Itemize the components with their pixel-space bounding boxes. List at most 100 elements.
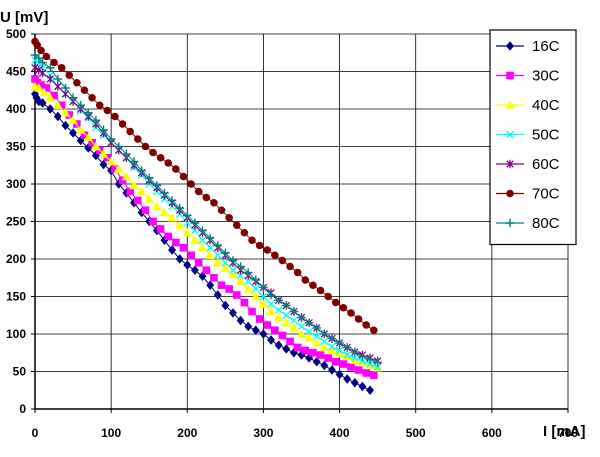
x-tick-label: 600 [482, 426, 502, 440]
data-point [182, 211, 192, 220]
data-point [190, 265, 199, 276]
data-point [240, 298, 249, 307]
y-axis-title: U [mV] [0, 9, 48, 26]
legend-label: 80C [532, 215, 560, 232]
data-point [126, 127, 134, 136]
data-point [217, 206, 226, 215]
data-point [98, 149, 109, 158]
data-point [187, 251, 195, 260]
data-point [156, 153, 165, 162]
data-point [45, 92, 55, 102]
data-point [114, 164, 124, 173]
data-point [179, 243, 188, 252]
data-point [365, 355, 375, 364]
legend-item-40C: 40C [496, 97, 560, 114]
data-point [42, 84, 51, 92]
data-point [61, 83, 70, 93]
series-70C [31, 37, 378, 335]
data-point [144, 173, 154, 183]
data-point [293, 268, 302, 277]
data-point [324, 354, 332, 362]
data-point [343, 351, 351, 359]
data-point [121, 171, 132, 181]
data-point [95, 101, 104, 110]
data-point [53, 74, 63, 84]
legend-marker [505, 218, 515, 228]
data-point [263, 246, 272, 254]
data-point [210, 273, 218, 282]
legend-label: 16C [532, 38, 560, 55]
data-point [217, 281, 226, 290]
data-point [202, 193, 211, 202]
data-point [164, 232, 173, 241]
data-point [65, 71, 74, 80]
data-point [159, 207, 170, 217]
data-point [335, 346, 344, 355]
data-point [160, 188, 169, 198]
data-point [83, 132, 93, 142]
data-point [286, 337, 294, 346]
data-point [335, 338, 344, 348]
data-point [251, 291, 261, 301]
data-point [144, 194, 154, 203]
data-point [312, 356, 321, 367]
series-line [34, 59, 378, 368]
data-point [255, 241, 264, 250]
data-point [175, 220, 185, 230]
data-point [175, 203, 184, 213]
data-point [31, 63, 39, 73]
data-point [106, 134, 116, 144]
data-point [175, 254, 184, 264]
data-point [354, 366, 363, 374]
data-point [38, 68, 47, 78]
data-point [312, 332, 321, 341]
data-point [289, 323, 299, 332]
data-point [263, 321, 272, 329]
data-point [281, 301, 291, 310]
data-point [266, 290, 276, 300]
data-point [88, 93, 96, 102]
data-point [167, 212, 177, 222]
data-point [278, 256, 287, 265]
data-point [324, 292, 332, 301]
data-point [73, 78, 81, 87]
data-point [133, 196, 142, 205]
data-point [136, 186, 147, 196]
data-point [244, 277, 252, 286]
data-point [282, 344, 291, 354]
y-tick-label: 350 [6, 140, 26, 154]
data-point [60, 107, 71, 117]
data-point [225, 213, 233, 222]
data-point [351, 354, 359, 362]
series-40C [30, 81, 383, 372]
data-point [76, 125, 86, 134]
data-point [167, 196, 177, 205]
data-point [205, 250, 215, 260]
data-point [267, 300, 275, 308]
data-point [198, 271, 207, 282]
data-point [319, 342, 329, 352]
data-point [54, 82, 62, 91]
legend-label: 50C [532, 127, 560, 144]
data-point [57, 63, 66, 72]
data-point [213, 251, 222, 260]
y-tick-label: 250 [6, 215, 26, 229]
data-point [258, 299, 269, 308]
series-line [34, 67, 378, 362]
data-point [328, 365, 336, 375]
data-point [149, 148, 157, 157]
data-point [304, 332, 314, 342]
data-point [198, 226, 207, 235]
data-point [286, 262, 294, 271]
data-point [206, 280, 215, 291]
data-point [248, 236, 256, 245]
y-tick-label: 150 [6, 290, 26, 304]
data-point [350, 347, 360, 357]
data-point [220, 263, 230, 272]
data-point [271, 251, 279, 260]
data-point [152, 181, 162, 190]
series-line [34, 86, 378, 369]
data-point [61, 120, 70, 131]
y-tick-label: 100 [6, 327, 26, 341]
data-point [114, 142, 124, 151]
